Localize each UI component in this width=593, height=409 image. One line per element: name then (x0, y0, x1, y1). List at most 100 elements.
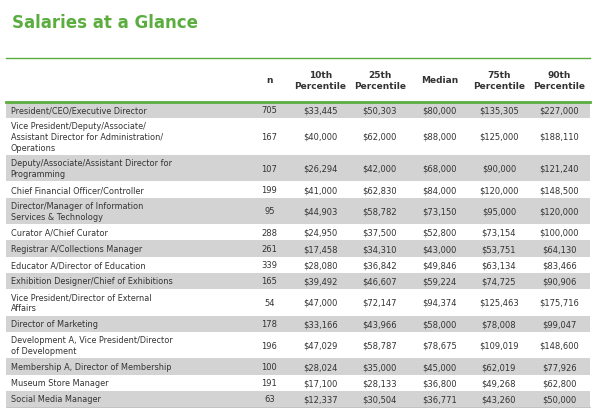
Text: $120,000: $120,000 (479, 186, 519, 195)
Bar (6, 332, 590, 359)
Text: Museum Store Manager: Museum Store Manager (11, 378, 108, 387)
Text: $41,000: $41,000 (303, 186, 337, 195)
Text: $12,337: $12,337 (303, 394, 337, 403)
Text: $73,150: $73,150 (422, 207, 457, 216)
Bar (6, 289, 590, 316)
Text: 165: 165 (262, 277, 278, 286)
Text: 196: 196 (262, 341, 278, 350)
Text: $78,008: $78,008 (482, 319, 517, 328)
Text: $125,000: $125,000 (479, 133, 519, 142)
Text: $83,466: $83,466 (542, 261, 577, 270)
Bar (6, 391, 590, 407)
Text: $125,463: $125,463 (479, 298, 519, 307)
Text: $53,751: $53,751 (482, 245, 516, 254)
Text: $40,000: $40,000 (303, 133, 337, 142)
Text: $33,445: $33,445 (303, 106, 337, 115)
Text: Educator A/Director of Education: Educator A/Director of Education (11, 261, 145, 270)
Text: $80,000: $80,000 (422, 106, 457, 115)
Text: $175,716: $175,716 (540, 298, 579, 307)
Text: $188,110: $188,110 (540, 133, 579, 142)
Text: 100: 100 (262, 362, 278, 371)
Text: Vice President/Director of External
Affairs: Vice President/Director of External Affa… (11, 292, 151, 312)
Text: $64,130: $64,130 (542, 245, 576, 254)
Text: $36,771: $36,771 (422, 394, 457, 403)
Bar (6, 102, 590, 118)
Text: 90th
Percentile: 90th Percentile (533, 71, 585, 90)
Text: n: n (266, 76, 273, 85)
Text: $62,800: $62,800 (542, 378, 576, 387)
Text: $62,830: $62,830 (362, 186, 397, 195)
Bar (6, 118, 590, 155)
Text: $43,260: $43,260 (482, 394, 516, 403)
Text: $227,000: $227,000 (540, 106, 579, 115)
Text: $49,846: $49,846 (422, 261, 457, 270)
Text: $100,000: $100,000 (540, 228, 579, 237)
Text: Salaries at a Glance: Salaries at a Glance (12, 14, 198, 32)
Text: $26,294: $26,294 (303, 164, 337, 173)
Text: $24,950: $24,950 (303, 228, 337, 237)
Text: $50,303: $50,303 (362, 106, 397, 115)
Text: $39,492: $39,492 (303, 277, 337, 286)
Text: $148,500: $148,500 (540, 186, 579, 195)
Text: 10th
Percentile: 10th Percentile (294, 71, 346, 90)
Bar (6, 257, 590, 273)
Text: $99,047: $99,047 (542, 319, 576, 328)
Text: 261: 261 (262, 245, 278, 254)
Bar (6, 198, 590, 225)
Text: $94,374: $94,374 (422, 298, 457, 307)
Text: $46,607: $46,607 (362, 277, 397, 286)
Text: $58,787: $58,787 (362, 341, 397, 350)
Text: President/CEO/Executive Director: President/CEO/Executive Director (11, 106, 146, 115)
Text: $50,000: $50,000 (542, 394, 576, 403)
Text: $121,240: $121,240 (540, 164, 579, 173)
Bar (6, 241, 590, 257)
Text: $59,224: $59,224 (422, 277, 457, 286)
Bar (6, 316, 590, 332)
Text: $84,000: $84,000 (422, 186, 457, 195)
Text: $47,000: $47,000 (303, 298, 337, 307)
Text: $109,019: $109,019 (479, 341, 519, 350)
Text: $43,000: $43,000 (422, 245, 457, 254)
Text: $58,782: $58,782 (362, 207, 397, 216)
Text: Development A, Vice President/Director
of Development: Development A, Vice President/Director o… (11, 335, 173, 355)
Text: Deputy/Associate/Assistant Director for
Programming: Deputy/Associate/Assistant Director for … (11, 159, 172, 179)
Text: Membership A, Director of Membership: Membership A, Director of Membership (11, 362, 171, 371)
Text: Exhibition Designer/Chief of Exhibitions: Exhibition Designer/Chief of Exhibitions (11, 277, 173, 286)
Text: Vice President/Deputy/Associate/
Assistant Director for Administration/
Operatio: Vice President/Deputy/Associate/ Assista… (11, 121, 163, 153)
Text: 191: 191 (262, 378, 278, 387)
Text: $37,500: $37,500 (362, 228, 397, 237)
Text: $95,000: $95,000 (482, 207, 516, 216)
Bar (6, 359, 590, 375)
Text: 107: 107 (262, 164, 278, 173)
Text: 178: 178 (262, 319, 278, 328)
Bar (6, 273, 590, 289)
Text: Chief Financial Officer/Controller: Chief Financial Officer/Controller (11, 186, 144, 195)
Text: Director/Manager of Information
Services & Technology: Director/Manager of Information Services… (11, 202, 143, 222)
Text: $33,166: $33,166 (303, 319, 337, 328)
Text: 95: 95 (264, 207, 275, 216)
Text: $36,800: $36,800 (422, 378, 457, 387)
Text: $35,000: $35,000 (362, 362, 397, 371)
Text: $28,024: $28,024 (303, 362, 337, 371)
Text: $78,675: $78,675 (422, 341, 457, 350)
Bar (6, 182, 590, 198)
Text: $68,000: $68,000 (422, 164, 457, 173)
Text: 339: 339 (262, 261, 278, 270)
Text: $62,019: $62,019 (482, 362, 516, 371)
Text: 705: 705 (262, 106, 278, 115)
Text: $45,000: $45,000 (422, 362, 457, 371)
Text: Median: Median (420, 76, 458, 85)
Text: $63,134: $63,134 (482, 261, 517, 270)
Text: $120,000: $120,000 (540, 207, 579, 216)
Text: $17,100: $17,100 (303, 378, 337, 387)
Text: $34,310: $34,310 (362, 245, 397, 254)
Text: 75th
Percentile: 75th Percentile (473, 71, 525, 90)
Text: $49,268: $49,268 (482, 378, 516, 387)
Text: 63: 63 (264, 394, 275, 403)
Bar (6, 375, 590, 391)
Text: $43,966: $43,966 (362, 319, 397, 328)
Text: $62,000: $62,000 (362, 133, 397, 142)
Bar (6, 225, 590, 241)
Text: 167: 167 (262, 133, 278, 142)
Text: $72,147: $72,147 (362, 298, 397, 307)
